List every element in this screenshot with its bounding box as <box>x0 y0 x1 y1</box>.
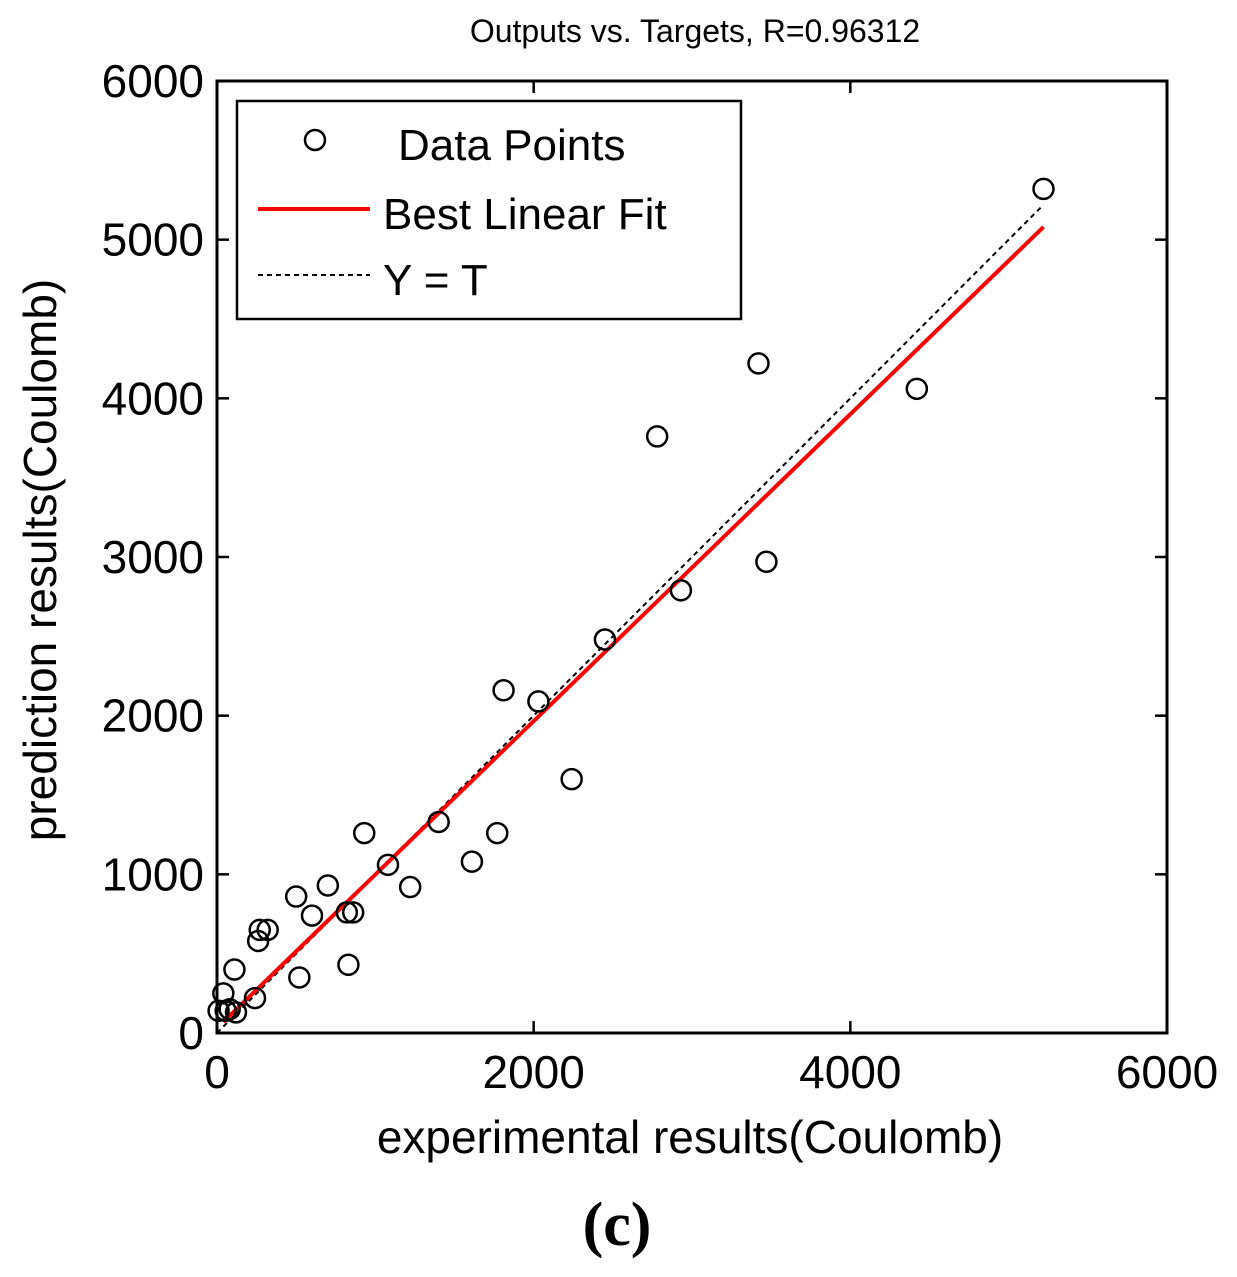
y-axis-label: prediction results(Coulomb) <box>14 279 66 841</box>
data-point <box>376 853 400 877</box>
y-tick-label: 6000 <box>102 55 204 107</box>
data-point <box>223 958 246 981</box>
legend: Data Points Best Linear Fit Y = T <box>235 99 743 321</box>
data-point <box>224 1001 248 1024</box>
x-tick-label: 0 <box>204 1046 230 1098</box>
x-tick-label: 6000 <box>1116 1046 1218 1098</box>
data-point <box>212 982 235 1005</box>
y-tick-label: 1000 <box>102 848 204 900</box>
chart-title: Outputs vs. Targets, R=0.96312 <box>470 13 920 49</box>
data-point <box>243 986 267 1010</box>
best-fit-line <box>221 225 1045 1024</box>
data-point <box>256 918 279 942</box>
data-point <box>527 690 550 713</box>
axis-ticks <box>215 79 1169 1035</box>
data-point <box>1032 177 1055 201</box>
x-axis-label: experimental results(Coulomb) <box>377 1111 1003 1163</box>
data-point <box>492 679 515 702</box>
data-point <box>486 821 509 845</box>
y-tick-label: 3000 <box>102 531 204 583</box>
data-point <box>284 885 308 908</box>
data-point <box>341 901 365 924</box>
data-point <box>300 904 324 927</box>
data-point <box>288 966 311 989</box>
data-point <box>398 875 422 899</box>
data-point <box>427 810 450 834</box>
y-tick-label: 0 <box>178 1007 204 1059</box>
identity-line <box>216 204 1045 1034</box>
legend-item-data-points: Data Points <box>398 121 625 170</box>
data-point <box>248 918 271 942</box>
data-point <box>755 550 778 574</box>
data-point <box>747 352 770 375</box>
y-tick-label: 4000 <box>102 372 204 424</box>
legend-item-best-linear-fit: Best Linear Fit <box>383 190 667 239</box>
data-point <box>353 821 376 845</box>
x-tick-labels: 0 2000 4000 6000 <box>204 1046 1218 1098</box>
panel-label: (c) <box>583 1191 652 1259</box>
x-tick-label: 4000 <box>799 1046 901 1098</box>
data-point <box>905 377 929 401</box>
data-point <box>669 579 693 602</box>
data-point <box>593 628 617 651</box>
data-point <box>460 850 484 873</box>
legend-item-y-equals-t: Y = T <box>383 256 488 305</box>
data-point <box>316 874 340 897</box>
legend-circle-marker <box>303 128 327 152</box>
y-tick-label: 2000 <box>102 690 204 742</box>
data-point <box>337 953 360 977</box>
x-tick-label: 2000 <box>482 1046 584 1098</box>
y-tick-labels: 0 1000 2000 3000 4000 5000 6000 <box>102 55 204 1059</box>
y-tick-label: 5000 <box>102 214 204 266</box>
plot-marks <box>207 177 1055 1034</box>
data-point <box>645 425 669 448</box>
data-point <box>335 901 359 924</box>
data-point <box>560 767 583 791</box>
